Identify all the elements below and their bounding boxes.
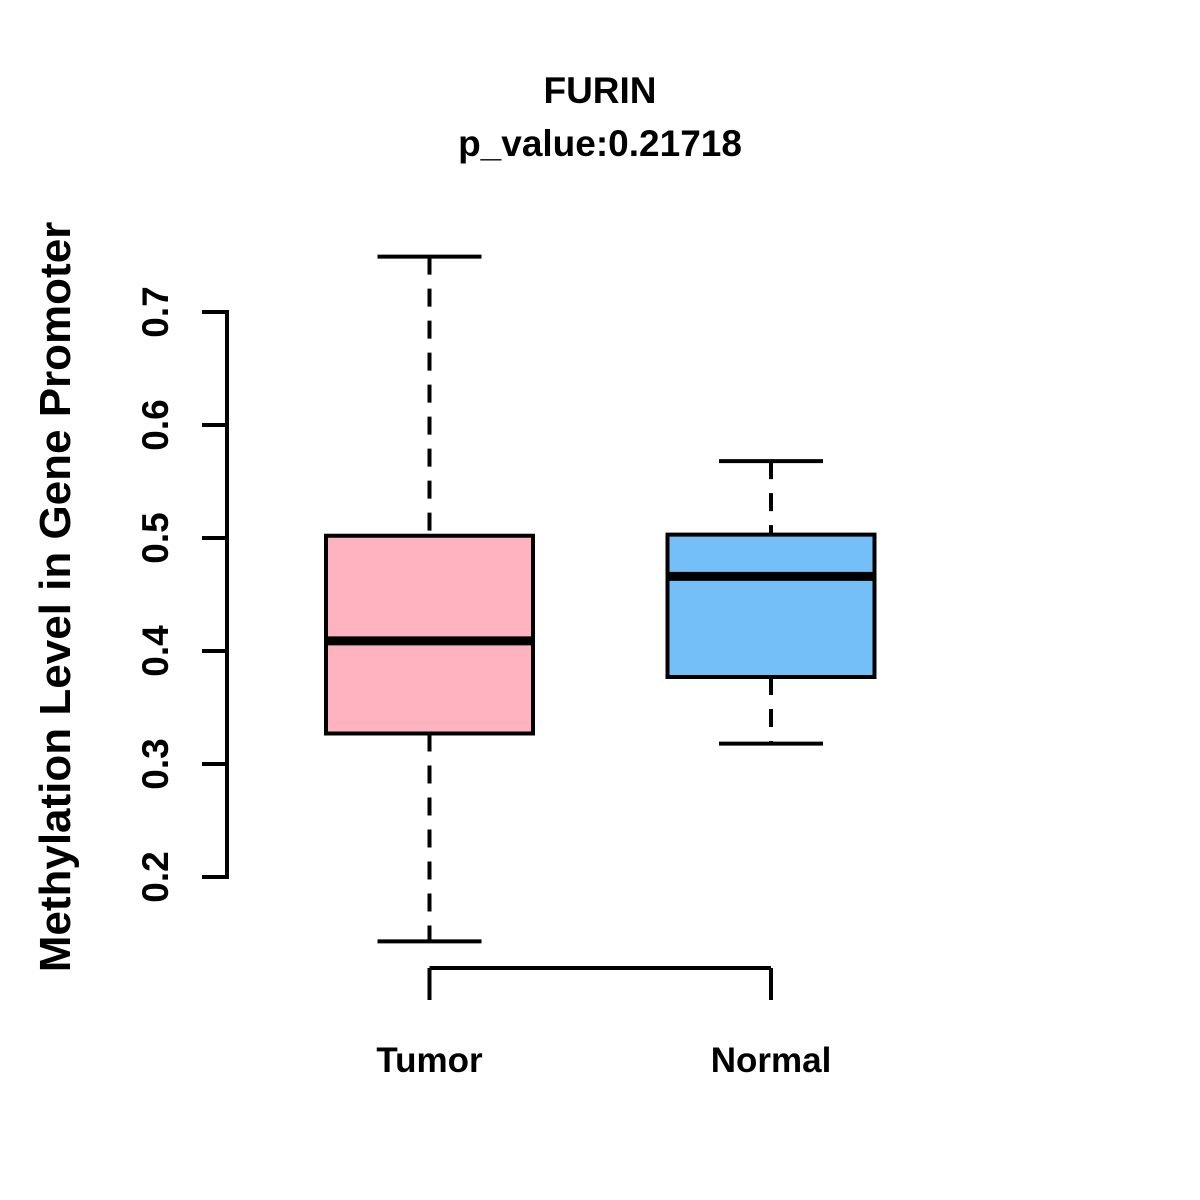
x-axis-label-tumor: Tumor: [376, 1041, 483, 1080]
chart-title: FURIN: [543, 70, 656, 111]
x-axis-label-normal: Normal: [711, 1041, 832, 1080]
y-axis-tick-label: 0.6: [135, 399, 176, 450]
y-axis: 0.2 0.3 0.4 0.5 0.6 0.7: [135, 286, 229, 903]
iqr-box: [665, 532, 877, 679]
boxplot-normal: [665, 459, 877, 746]
x-axis: [427, 966, 773, 1000]
y-axis-tick-label: 0.5: [135, 512, 176, 563]
chart-subtitle: p_value:0.21718: [458, 123, 742, 164]
box-group: [324, 254, 877, 944]
boxplot-tumor: [324, 254, 535, 944]
iqr-box: [324, 533, 535, 736]
x-axis-labels: Tumor Normal: [376, 1041, 831, 1080]
y-axis-tick-label: 0.2: [135, 851, 176, 902]
y-axis-title: Methylation Level in Gene Promoter: [31, 222, 80, 973]
y-axis-tick-label: 0.3: [135, 738, 176, 789]
y-axis-tick-label: 0.4: [135, 625, 176, 677]
y-axis-tick-label: 0.7: [135, 286, 176, 337]
